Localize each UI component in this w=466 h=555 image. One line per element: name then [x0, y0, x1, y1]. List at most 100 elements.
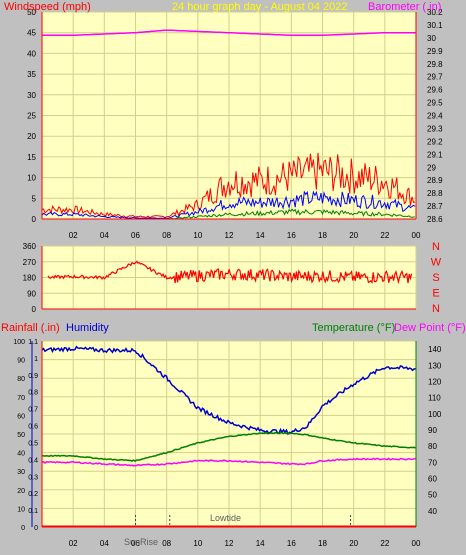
wind-ticks: 0 5 10 15 20 25 30 35 40 45 50 28.6 28.7 28.8 28.9 29 29… — [27, 8, 443, 240]
compass-label: N — [432, 303, 440, 315]
humidity-axis-label: Humidity — [66, 322, 109, 334]
temperature-tick-label: 120 — [428, 377, 442, 386]
barometer-tick-label: 28.7 — [427, 202, 443, 211]
sunrise-annotation: SunRise — [124, 537, 158, 547]
rain-tick-label: 0.8 — [28, 390, 38, 397]
barometer-tick-label: 30 — [427, 34, 436, 43]
humidity-tick-label: 90 — [17, 358, 25, 365]
wind-x-tick-label: 06 — [131, 231, 140, 240]
barometer-tick-label: 28.8 — [427, 189, 443, 198]
direction-tick-label: 90 — [27, 289, 36, 298]
compass-label: N — [432, 241, 440, 253]
windspeed-tick-label: 25 — [27, 112, 36, 121]
rainfall-axis-label: Rainfall (.in) — [1, 322, 60, 334]
barometer-tick-label: 29.5 — [427, 99, 443, 108]
climate-x-tick-label: 00 — [412, 539, 421, 548]
barometer-axis-label: Barometer (.in) — [368, 1, 441, 13]
graph-title: 24 hour graph day - August 04 2022 — [172, 1, 348, 13]
rain-tick-label: 0.2 — [28, 491, 38, 498]
wind-x-tick-label: 00 — [412, 231, 421, 240]
climate-series — [41, 345, 416, 527]
wind-x-tick-label: 02 — [69, 231, 78, 240]
temperature-tick-label: 70 — [428, 458, 437, 467]
climate-x-tick-label: 22 — [380, 539, 389, 548]
wind-x-tick-label: 18 — [318, 231, 327, 240]
temperature-tick-label: 130 — [428, 361, 442, 370]
barometer-tick-label: 29.9 — [427, 47, 443, 56]
climate-x-tick-label: 14 — [256, 539, 265, 548]
rain-tick-label: 1.1 — [28, 339, 38, 346]
temperature-tick-label: 140 — [428, 345, 442, 354]
barometer-tick-label: 30.2 — [427, 8, 443, 17]
humidity-tick-label: 40 — [17, 451, 25, 458]
wind-x-tick-label: 20 — [349, 231, 358, 240]
humidity-tick-label: 0 — [21, 525, 25, 532]
rain-tick-label: 0.7 — [28, 407, 38, 414]
dewpoint-axis-label: Dew Point (°F) — [394, 322, 466, 334]
direction-tick-label: 360 — [23, 242, 37, 251]
climate-x-tick-label: 20 — [349, 539, 358, 548]
direction-series — [47, 260, 413, 285]
climate-x-tick-label: 16 — [287, 539, 296, 548]
climate-x-tick-label: 06 — [131, 539, 140, 548]
windspeed-tick-label: 40 — [27, 49, 36, 58]
windspeed-axis-label: Windspeed (mph) — [4, 1, 91, 13]
climate-x-tick-label: 12 — [225, 539, 234, 548]
wind-x-tick-label: 08 — [162, 231, 171, 240]
temperature-tick-label: 60 — [428, 474, 437, 483]
windspeed-tick-label: 5 — [32, 194, 37, 203]
climate-ticks: 010203040506070809010000.10.20.30.40.50.… — [13, 339, 442, 548]
direction-tick-label: 180 — [23, 274, 37, 283]
climate-x-tick-label: 18 — [318, 539, 327, 548]
dewpoint-line — [41, 457, 416, 467]
wind-x-tick-label: 16 — [287, 231, 296, 240]
windspeed-tick-label: 20 — [27, 132, 36, 141]
humidity-tick-label: 20 — [17, 488, 25, 495]
barometer-tick-label: 29 — [427, 163, 436, 172]
windspeed-tick-label: 15 — [27, 153, 36, 162]
humidity-tick-label: 80 — [17, 376, 25, 383]
humidity-tick-label: 60 — [17, 413, 25, 420]
wind-speed-line — [41, 190, 416, 219]
temperature-axis-label: Temperature (°F) — [312, 322, 395, 334]
barometer-tick-label: 29.6 — [427, 86, 443, 95]
barometer-tick-label: 28.6 — [427, 215, 443, 224]
rain-tick-label: 0 — [34, 525, 38, 532]
temperature-tick-label: 100 — [428, 410, 442, 419]
compass-label: S — [432, 272, 439, 284]
temperature-tick-label: 40 — [428, 507, 437, 516]
wind-x-tick-label: 04 — [100, 231, 109, 240]
barometer-tick-label: 29.4 — [427, 112, 443, 121]
rain-tick-label: 0.6 — [28, 424, 38, 431]
direction-tick-label: 0 — [32, 305, 37, 314]
rain-tick-label: 0.1 — [28, 508, 38, 515]
wind-x-tick-label: 10 — [193, 231, 202, 240]
climate-x-tick-label: 04 — [100, 539, 109, 548]
wind-direction-line — [47, 260, 413, 285]
rain-tick-label: 1 — [34, 356, 38, 363]
windspeed-tick-label: 50 — [27, 8, 36, 17]
compass-label: E — [432, 288, 439, 300]
rain-tick-label: 0.4 — [28, 457, 38, 464]
barometer-line — [42, 29, 416, 37]
temperature-tick-label: 110 — [428, 394, 441, 403]
rain-tick-label: 0.9 — [28, 373, 38, 380]
windspeed-tick-label: 30 — [27, 91, 36, 100]
wind-x-tick-label: 22 — [380, 231, 389, 240]
barometer-tick-label: 29.7 — [427, 73, 443, 82]
climate-x-tick-label: 02 — [69, 539, 78, 548]
windspeed-tick-label: 0 — [32, 215, 37, 224]
temperature-tick-label: 80 — [428, 442, 437, 451]
direction-tick-label: 270 — [23, 258, 37, 267]
wind-x-tick-label: 12 — [225, 231, 234, 240]
wind-gust-line — [41, 152, 416, 219]
humidity-tick-label: 70 — [17, 395, 25, 402]
temperature-tick-label: 50 — [428, 491, 437, 500]
temperature-line — [41, 431, 416, 463]
lowtide-annotation: Lowtide — [210, 513, 241, 523]
compass-label: W — [431, 257, 442, 269]
barometer-tick-label: 29.3 — [427, 124, 443, 133]
humidity-line — [41, 345, 416, 436]
